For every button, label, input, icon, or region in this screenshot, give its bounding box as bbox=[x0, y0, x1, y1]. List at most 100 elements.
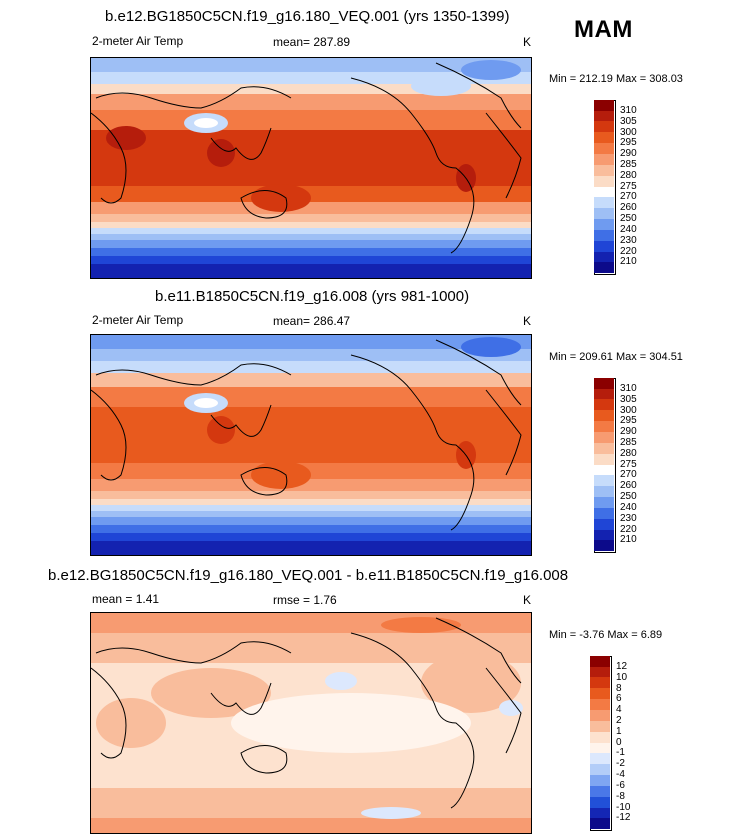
panel2-colorbar-label: 310 bbox=[620, 383, 637, 394]
panel1-colorbar-swatch bbox=[594, 176, 614, 187]
panel3-colorbar-swatch bbox=[590, 721, 610, 732]
panel3-colorbar-swatch bbox=[590, 656, 610, 667]
panel3-colorbar-swatch bbox=[590, 818, 610, 829]
panel2-colorbar-swatch bbox=[594, 389, 614, 399]
panel3-colorbar-label: 6 bbox=[616, 693, 622, 704]
panel2-colorbar-label: 210 bbox=[620, 534, 637, 545]
panel1-colorbar-label: 230 bbox=[620, 235, 637, 246]
panel3-colorbar-label: -1 bbox=[616, 747, 625, 758]
panel2-colorbar-label: 295 bbox=[620, 415, 637, 426]
panel2-colorbar-swatch bbox=[594, 486, 614, 497]
panel1-colorbar-label: 240 bbox=[620, 224, 637, 235]
panel2-variable-label: 2-meter Air Temp bbox=[92, 313, 184, 327]
panel1-colorbar-label: 250 bbox=[620, 213, 637, 224]
panel3-map bbox=[90, 612, 532, 834]
panel3-colorbar-label: 12 bbox=[616, 661, 628, 672]
panel1-colorbar-swatch bbox=[594, 230, 614, 241]
panel2-colorbar-swatch bbox=[594, 421, 614, 432]
panel2-colorbar-label: 240 bbox=[620, 502, 637, 513]
panel2-colorbar-label: 220 bbox=[620, 524, 637, 535]
panel3-colorbar-swatch bbox=[590, 699, 610, 710]
panel2-colorbar-swatch bbox=[594, 443, 614, 454]
panel3-colorbar-label: -12 bbox=[616, 812, 631, 823]
panel1-colorbar-label: 210 bbox=[620, 256, 637, 267]
panel3-colorbar-label: -6 bbox=[616, 780, 625, 791]
panel1-colorbar-label: 220 bbox=[620, 246, 637, 257]
panel2-map bbox=[90, 334, 532, 556]
panel1-colorbar-label: 285 bbox=[620, 159, 637, 170]
panel2-colorbar-label: 230 bbox=[620, 513, 637, 524]
panel2-colorbar-label: 280 bbox=[620, 448, 637, 459]
panel1-colorbar-swatch bbox=[594, 121, 614, 132]
panel1-colorbar-label: 275 bbox=[620, 181, 637, 192]
panel1-colorbar-swatch bbox=[594, 208, 614, 219]
panel2-colorbar-swatch bbox=[594, 410, 614, 421]
panel3-colorbar-swatch bbox=[590, 786, 610, 797]
panel1-colorbar-label: 260 bbox=[620, 202, 637, 213]
panel3-colorbar-swatch bbox=[590, 808, 610, 818]
panel1-colorbar-label: 270 bbox=[620, 191, 637, 202]
panel1-units-label: K bbox=[523, 35, 532, 49]
panel2-colorbar-label: 250 bbox=[620, 491, 637, 502]
panel3-colorbar-label: 8 bbox=[616, 683, 622, 694]
panel3-colorbar-swatch bbox=[590, 710, 610, 721]
panel3-colorbar-label: -10 bbox=[616, 802, 631, 813]
panel1-colorbar-label: 280 bbox=[620, 170, 637, 181]
panel3-minmax-label: Min = -3.76 Max = 6.89 bbox=[549, 629, 663, 641]
panel1-colorbar-swatch bbox=[594, 262, 614, 273]
panel2-colorbar-label: 275 bbox=[620, 459, 637, 470]
panel2-minmax-label: Min = 209.61 Max = 304.51 bbox=[549, 351, 683, 363]
panel3-colorbar-swatch bbox=[590, 743, 610, 753]
panel2-colorbar-label: 300 bbox=[620, 405, 637, 416]
panel1-colorbar-swatch bbox=[594, 187, 614, 197]
panel2-colorbar-swatch bbox=[594, 475, 614, 486]
panel3-colorbar-label: -4 bbox=[616, 769, 625, 780]
panel3-colorbar-swatch bbox=[590, 667, 610, 677]
panel3-colorbar-label: 0 bbox=[616, 737, 622, 748]
panel3-colorbar-label: 2 bbox=[616, 715, 622, 726]
panel2-colorbar-swatch bbox=[594, 454, 614, 465]
panel3-colorbar-swatch bbox=[590, 688, 610, 699]
panel1-colorbar-swatch bbox=[594, 132, 614, 143]
panel1-colorbar-swatch bbox=[594, 154, 614, 165]
panel3-title: b.e12.BG1850C5CN.f19_g16.180_VEQ.001 - b… bbox=[48, 567, 569, 584]
season-label: MAM bbox=[574, 16, 633, 43]
panel1-map bbox=[90, 57, 532, 279]
panel1-colorbar-label: 290 bbox=[620, 148, 637, 159]
panel3-mean-label: mean = 1.41 bbox=[92, 592, 160, 606]
panel3-colorbar-label: 1 bbox=[616, 726, 622, 737]
panel2-colorbar-label: 285 bbox=[620, 437, 637, 448]
panel1-colorbar-swatch bbox=[594, 219, 614, 230]
panel3-colorbar-swatch bbox=[590, 775, 610, 786]
panel3-colorbar-swatch bbox=[590, 797, 610, 808]
panel3-colorbar-swatch bbox=[590, 753, 610, 764]
panel1-colorbar-swatch bbox=[594, 165, 614, 176]
panel2-colorbar-swatch bbox=[594, 465, 614, 475]
panel2-colorbar-swatch bbox=[594, 378, 614, 389]
panel2-colorbar-label: 260 bbox=[620, 480, 637, 491]
panel1-colorbar-swatch bbox=[594, 111, 614, 121]
panel2-title: b.e11.B1850C5CN.f19_g16.008 (yrs 981-100… bbox=[155, 288, 470, 305]
panel1-colorbar-label: 300 bbox=[620, 127, 637, 138]
panel1-minmax-label: Min = 212.19 Max = 308.03 bbox=[549, 73, 683, 85]
panel1-title: b.e12.BG1850C5CN.f19_g16.180_VEQ.001 (yr… bbox=[105, 8, 510, 25]
panel2-mean-label: mean= 286.47 bbox=[273, 314, 351, 328]
panel3-colorbar-swatch bbox=[590, 732, 610, 743]
panel2-colorbar-label: 305 bbox=[620, 394, 637, 405]
panel1-colorbar-swatch bbox=[594, 241, 614, 252]
panel2-units-label: K bbox=[523, 314, 532, 328]
panel3-colorbar-swatch bbox=[590, 677, 610, 688]
panel3-colorbar-label: -8 bbox=[616, 791, 625, 802]
panel2-colorbar-label: 270 bbox=[620, 469, 637, 480]
panel2-colorbar-swatch bbox=[594, 530, 614, 540]
panel3-units-label: K bbox=[523, 593, 532, 607]
panel2-temperature-field bbox=[91, 335, 531, 555]
panel3-colorbar-swatch bbox=[590, 764, 610, 775]
panel2-colorbar-swatch bbox=[594, 432, 614, 443]
panel1-colorbar-swatch bbox=[594, 252, 614, 262]
panel2-colorbar-swatch bbox=[594, 508, 614, 519]
panel1-colorbar-swatch bbox=[594, 143, 614, 154]
panel1-variable-label: 2-meter Air Temp bbox=[92, 34, 184, 48]
panel1-colorbar-label: 310 bbox=[620, 105, 637, 116]
panel3-colorbar-label: -2 bbox=[616, 758, 625, 769]
